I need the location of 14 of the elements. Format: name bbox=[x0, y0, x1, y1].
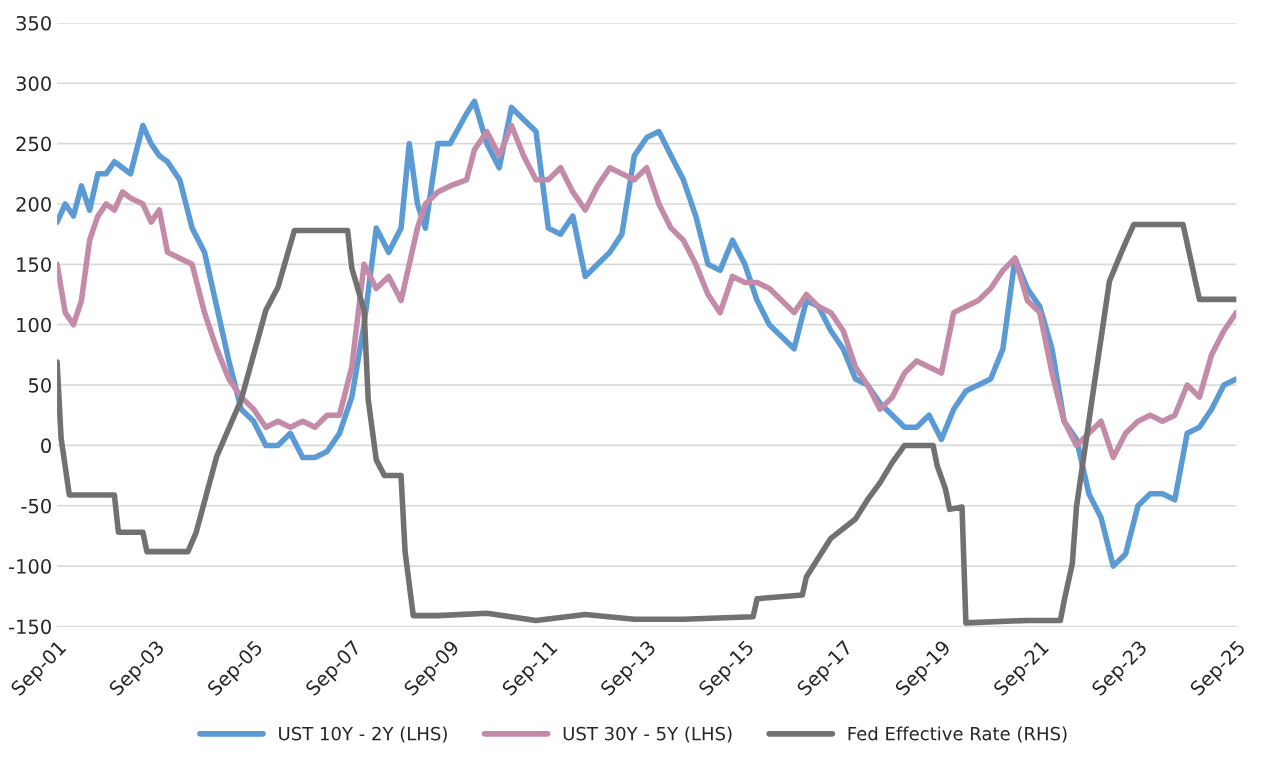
y-tick-label: 250 bbox=[16, 136, 51, 152]
legend-label: UST 30Y - 5Y (LHS) bbox=[563, 726, 732, 743]
y-tick-label: 100 bbox=[17, 317, 51, 333]
y-tick-label: 300 bbox=[16, 76, 51, 91]
legend-label: Fed Effective Rate (RHS) bbox=[848, 726, 1067, 743]
y-tick-label: -100 bbox=[9, 559, 51, 574]
y-tick-label: 0 bbox=[41, 438, 51, 454]
y-tick-label: 350 bbox=[16, 15, 51, 31]
y-tick-label: 150 bbox=[17, 257, 51, 273]
y-tick-label: -150 bbox=[9, 619, 51, 635]
legend-label: UST 10Y - 2Y (LHS) bbox=[279, 726, 447, 743]
y-tick-label: 200 bbox=[16, 196, 51, 212]
y-tick-label: -50 bbox=[21, 498, 51, 514]
y-tick-label: 50 bbox=[28, 378, 51, 393]
